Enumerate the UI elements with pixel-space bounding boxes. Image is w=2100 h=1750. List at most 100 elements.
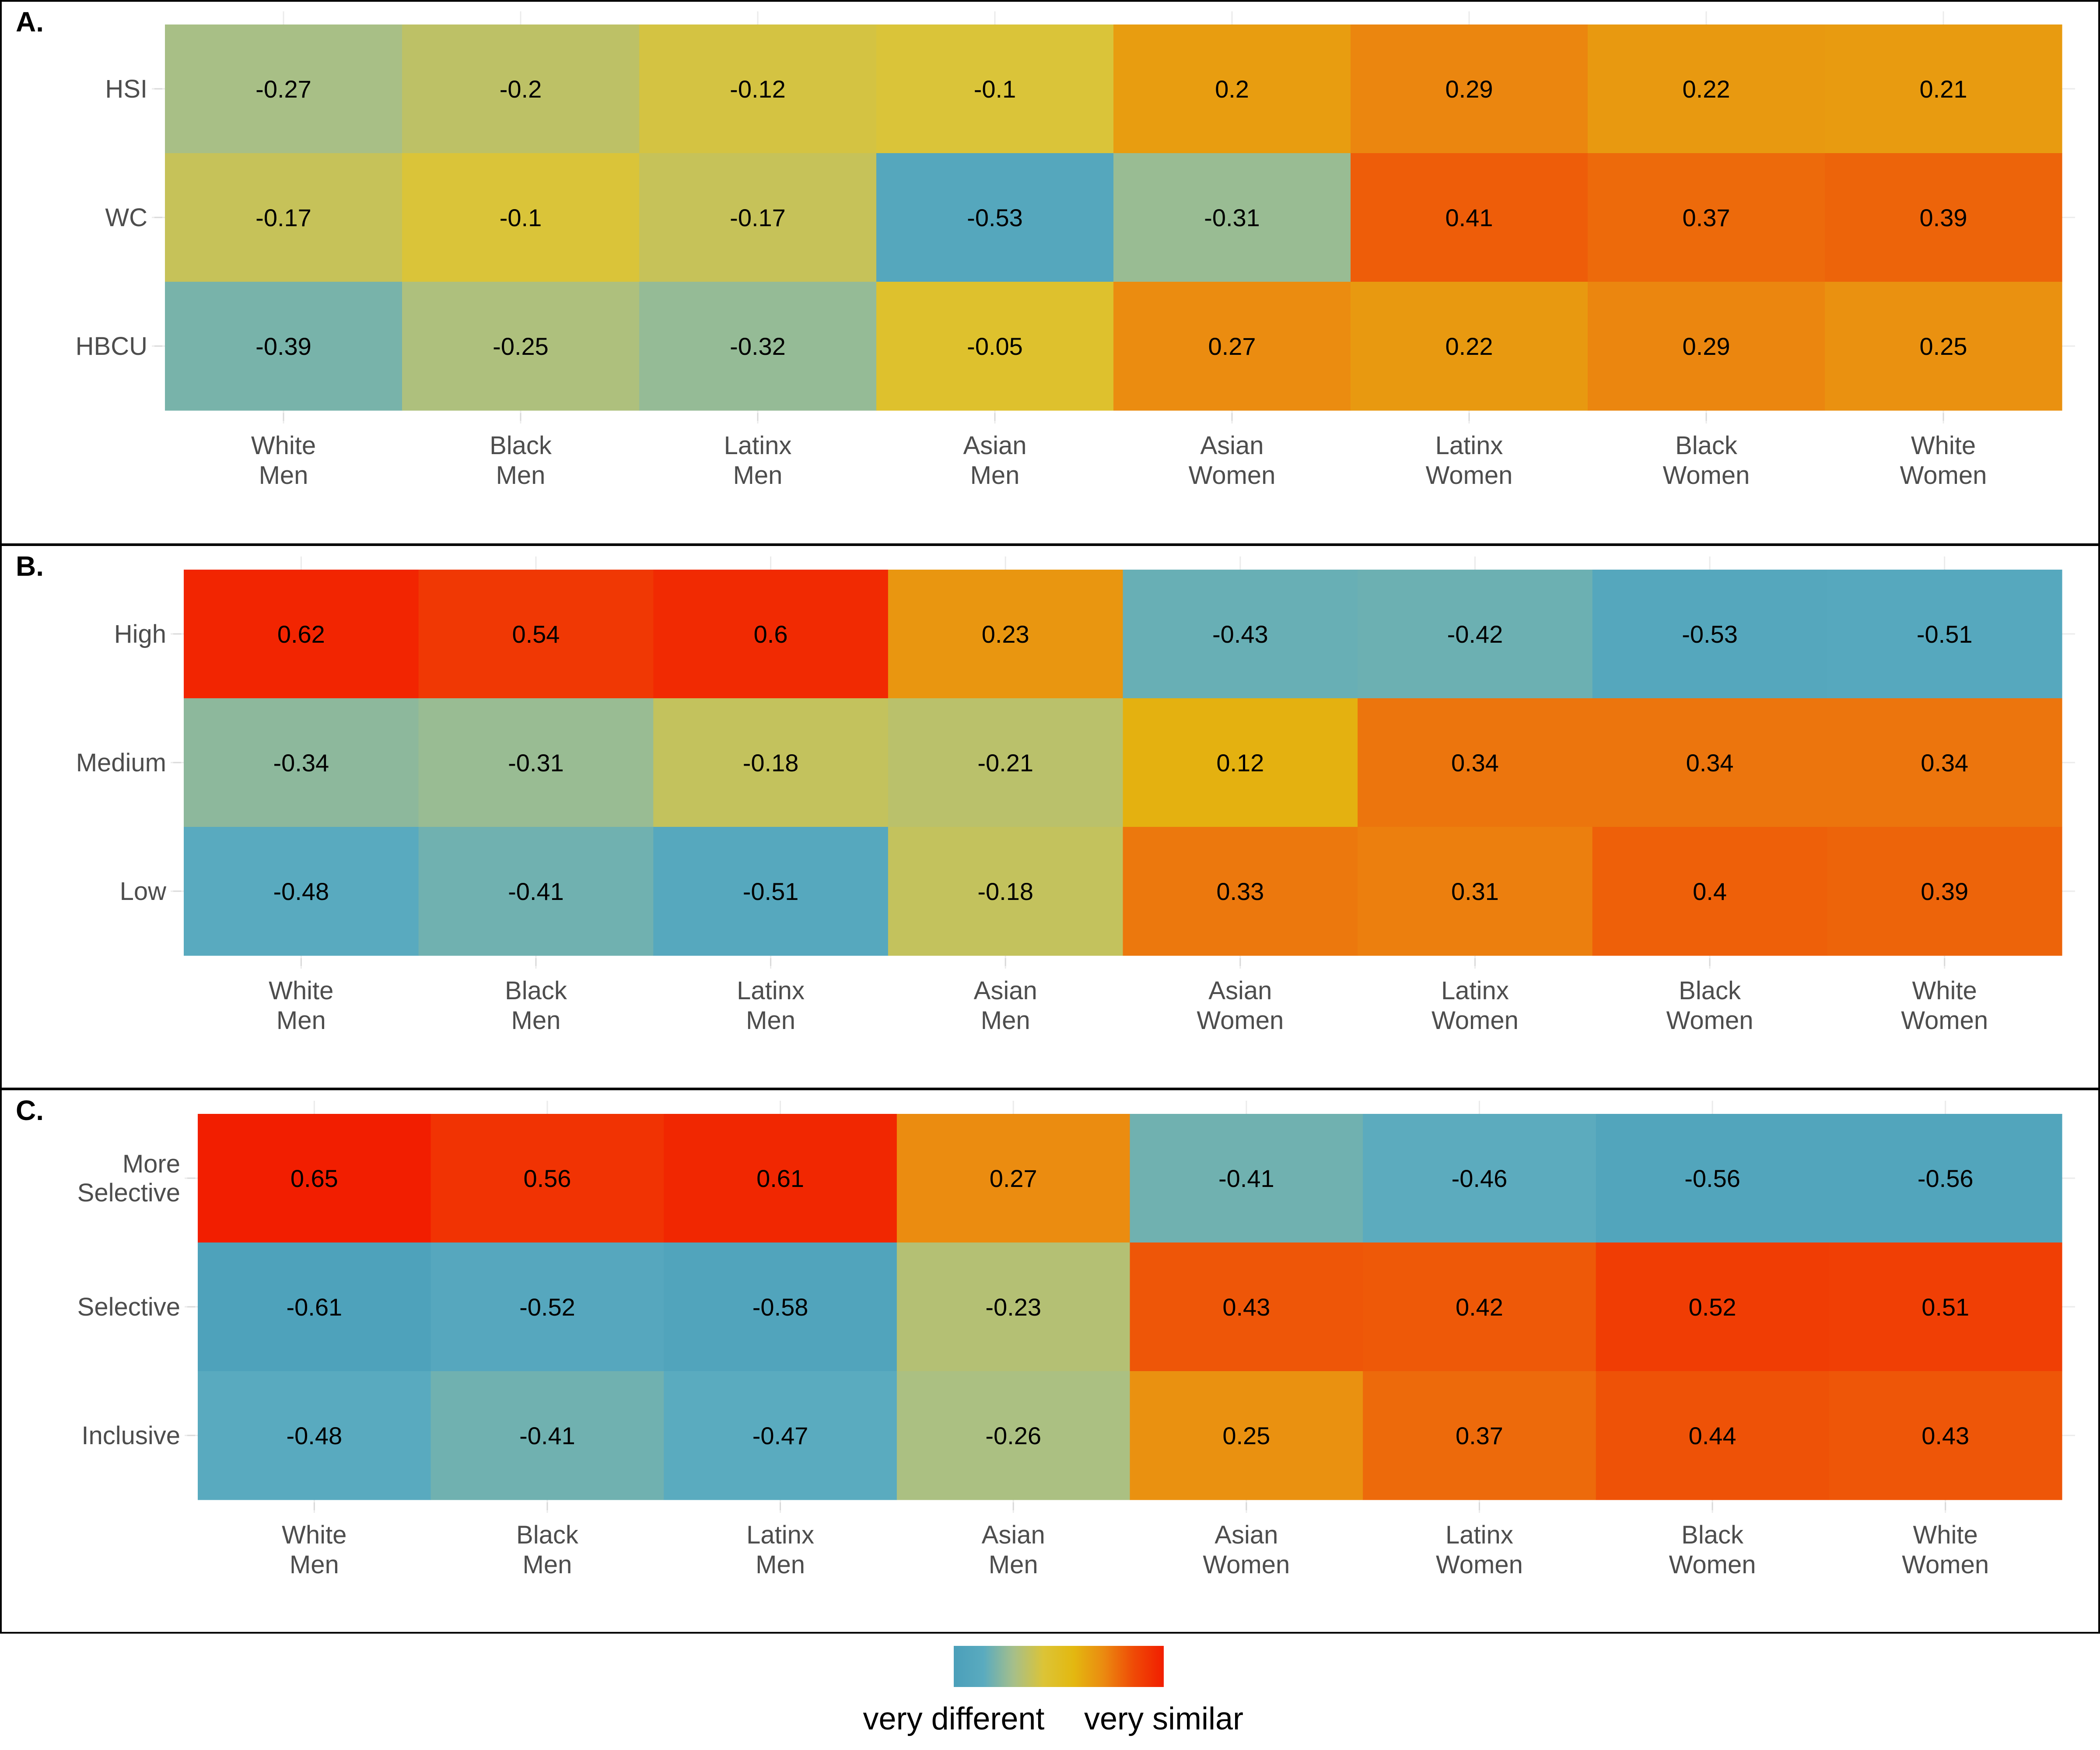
- x-axis-tick-label: White Men: [251, 431, 316, 490]
- cell-value-label: -0.41: [508, 878, 564, 905]
- cell-value-label: 0.52: [1689, 1293, 1736, 1321]
- cell-value-label: -0.18: [743, 749, 799, 777]
- heatmap-cell: [402, 153, 640, 282]
- cell-value-label: 0.42: [1456, 1293, 1503, 1321]
- cell-value-label: -0.42: [1447, 620, 1503, 648]
- cell-value-label: -0.39: [256, 332, 312, 360]
- cell-value-label: -0.56: [1918, 1165, 1974, 1192]
- heatmap-cell: [402, 282, 640, 411]
- cell-value-label: 0.34: [1921, 749, 1968, 777]
- cell-value-label: -0.27: [256, 75, 312, 103]
- heatmap-cell: [639, 282, 877, 411]
- heatmap-cell: [1113, 153, 1351, 282]
- cell-value-label: -0.18: [977, 878, 1033, 905]
- heatmap-cell: [418, 698, 654, 827]
- cell-value-label: 0.39: [1921, 878, 1968, 905]
- x-axis-tick-label: Asian Women: [1189, 431, 1276, 490]
- heatmap-cell: [418, 827, 654, 956]
- heatmap-cell: [664, 1114, 897, 1243]
- x-axis-tick-label: Latinx Men: [746, 1521, 814, 1579]
- cell-value-label: 0.65: [290, 1165, 338, 1192]
- heatmap-cell: [888, 698, 1124, 827]
- x-axis-tick-label: Latinx Women: [1432, 976, 1519, 1035]
- heatmap-cell: [876, 24, 1114, 154]
- heatmap-cell: [653, 698, 889, 827]
- heatmap-panel-3: C. 0.65 0.56 0.61 0.27 -0.41 -0.46 -0.56 -0.56 -0…: [0, 1088, 2100, 1634]
- heatmap-cell: [876, 153, 1114, 282]
- heatmap-cell: [664, 1371, 897, 1500]
- cell-value-label: 0.37: [1683, 204, 1730, 231]
- heatmap-panel-1: A. -0.27 -0.2 -0.12 -0.1 0.2 0.29 0.22 0.21 -0.17…: [0, 0, 2100, 545]
- heatmap-cell: [165, 153, 402, 282]
- cell-value-label: 0.22: [1683, 75, 1730, 103]
- heatmap-cell: [1351, 282, 1588, 411]
- heatmap-cell: [1596, 1242, 1829, 1372]
- heatmap-cell: [1588, 282, 1825, 411]
- heatmap-cell: [876, 282, 1114, 411]
- cell-value-label: 0.61: [756, 1165, 804, 1192]
- x-axis-tick-label: Black Men: [505, 976, 567, 1035]
- cell-value-label: 0.21: [1920, 75, 1967, 103]
- y-axis-tick-label: Inclusive: [81, 1421, 180, 1450]
- x-axis-tick-label: Latinx Women: [1436, 1521, 1523, 1579]
- legend-low-label: very different: [863, 1701, 1045, 1736]
- heatmap-cell: [1351, 24, 1588, 154]
- heatmap-cell: [639, 153, 877, 282]
- y-axis-tick-label: High: [114, 620, 166, 648]
- heatmap-cell: [1825, 153, 2062, 282]
- cell-value-label: -0.61: [286, 1293, 342, 1321]
- cell-value-label: -0.53: [1682, 620, 1738, 648]
- cell-value-label: -0.23: [985, 1293, 1041, 1321]
- heatmap-cell: [198, 1371, 431, 1500]
- heatmap-cell: [1588, 24, 1825, 154]
- cell-value-label: 0.2: [1215, 75, 1249, 103]
- cell-value-label: -0.17: [730, 204, 786, 231]
- heatmap-cell: [1827, 570, 2062, 699]
- cell-value-label: -0.43: [1212, 620, 1268, 648]
- heatmap-cell: [1363, 1114, 1596, 1243]
- heatmap-cell: [1113, 24, 1351, 154]
- heatmap-cell: [198, 1114, 431, 1243]
- heatmap-cell: [1829, 1242, 2062, 1372]
- x-axis-tick-label: White Men: [269, 976, 333, 1035]
- cell-value-label: 0.43: [1922, 1422, 1969, 1449]
- x-axis-tick-label: Asian Men: [974, 976, 1037, 1035]
- heatmap-cell: [1596, 1114, 1829, 1243]
- cell-value-label: 0.22: [1446, 332, 1493, 360]
- heatmap-cell: [418, 570, 654, 699]
- cell-value-label: 0.33: [1216, 878, 1264, 905]
- cell-value-label: 0.4: [1693, 878, 1727, 905]
- cell-value-label: -0.56: [1684, 1165, 1740, 1192]
- heatmap-cell: [1130, 1114, 1363, 1243]
- cell-value-label: -0.21: [977, 749, 1033, 777]
- x-axis-tick-label: White Men: [282, 1521, 346, 1579]
- heatmap-cell: [184, 827, 419, 956]
- heatmap-cell: [888, 827, 1124, 956]
- y-axis-tick-label: More Selective: [77, 1150, 180, 1207]
- cell-value-label: 0.6: [754, 620, 788, 648]
- y-axis-tick-label: Low: [120, 877, 167, 906]
- cell-value-label: 0.31: [1451, 878, 1499, 905]
- y-axis-tick-label: WC: [105, 203, 147, 232]
- heatmap-cell: [1123, 698, 1358, 827]
- x-axis-tick-label: White Women: [1902, 1521, 1989, 1579]
- heatmap-cell: [402, 24, 640, 154]
- heatmap-cell: [1351, 153, 1588, 282]
- cell-value-label: 0.29: [1446, 75, 1493, 103]
- cell-value-label: -0.1: [974, 75, 1016, 103]
- heatmap-cell: [430, 1371, 664, 1500]
- cell-value-label: -0.25: [493, 332, 549, 360]
- heatmap-cell: [1358, 827, 1593, 956]
- legend-high-label: very similar: [1084, 1701, 1243, 1736]
- heatmap-cell: [896, 1114, 1130, 1243]
- cell-value-label: -0.12: [730, 75, 786, 103]
- heatmap-cell: [1588, 153, 1825, 282]
- heatmap-cell: [1123, 570, 1358, 699]
- heatmap-cell: [896, 1371, 1130, 1500]
- heatmap-cell: [165, 282, 402, 411]
- legend-colorbar: [954, 1646, 1164, 1687]
- heatmap-cell: [1827, 827, 2062, 956]
- heatmap-cell: [664, 1242, 897, 1372]
- cell-value-label: -0.41: [1218, 1165, 1274, 1192]
- x-axis-tick-label: White Women: [1901, 976, 1988, 1035]
